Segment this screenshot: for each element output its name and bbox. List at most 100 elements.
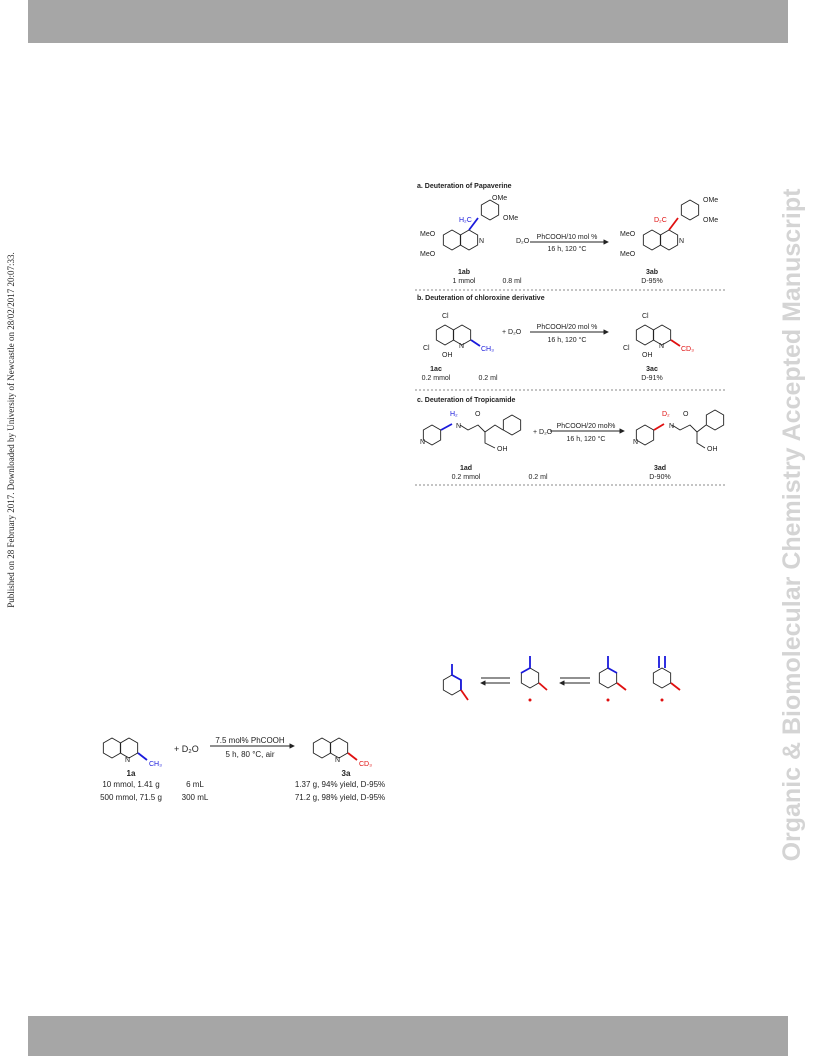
atom: N — [125, 757, 130, 764]
ring — [102, 737, 122, 759]
reagent: 7.5 mol% PhCOOH — [215, 736, 285, 745]
atom: D₂ — [662, 411, 670, 418]
bond — [520, 656, 531, 674]
ring — [422, 424, 442, 446]
bond — [470, 339, 481, 347]
atom: H₂ — [450, 411, 458, 418]
result: D-95% — [641, 278, 662, 285]
atom: N — [456, 423, 461, 430]
ring — [312, 737, 332, 759]
compound-label: 1a — [127, 769, 136, 778]
panel-a: a. Deuteration of Papaverine H₂C OMe OMe… — [415, 183, 727, 291]
result: D-91% — [641, 375, 662, 382]
scaleup-scheme: N CH₃ + D₂O 7.5 mol% PhCOOH 5 h, 80 °C, … — [100, 736, 385, 802]
ring — [452, 324, 472, 346]
atom: MeO — [620, 251, 636, 258]
dot — [528, 698, 532, 702]
ring — [705, 409, 725, 431]
bond — [451, 664, 462, 690]
panel-title: c. Deuteration of Tropicamide — [417, 397, 516, 404]
bond — [670, 682, 681, 691]
ring — [659, 229, 679, 251]
compound-label: 3ad — [654, 465, 666, 472]
publication-note: Published on 28 February 2017. Downloade… — [6, 252, 16, 607]
bond — [440, 423, 453, 431]
dot — [606, 698, 610, 702]
reagent: + D₂O — [174, 744, 199, 754]
ring — [652, 324, 672, 346]
atom: O — [475, 411, 481, 418]
conditions: 16 h, 120 °C — [548, 245, 587, 253]
atom: Cl — [642, 313, 649, 320]
atom: CH₃ — [481, 346, 494, 353]
ring — [635, 424, 655, 446]
bond — [459, 424, 504, 449]
ring — [680, 199, 700, 221]
atom: OMe — [503, 215, 518, 222]
atom: MeO — [420, 251, 436, 258]
ring — [635, 324, 655, 346]
bond — [607, 656, 618, 674]
bond — [670, 339, 681, 347]
arrow — [560, 677, 590, 683]
ring — [119, 737, 139, 759]
bond — [468, 217, 479, 231]
bond — [538, 682, 548, 691]
equilibrium-scheme — [442, 656, 681, 702]
amount: 0.2 mmol — [452, 474, 481, 481]
atom: OH — [497, 446, 508, 453]
amount: 0.8 ml — [502, 278, 522, 285]
atom: H₂C — [459, 217, 472, 224]
panel-b: b. Deuteration of chloroxine derivative … — [415, 295, 727, 391]
bond — [671, 424, 707, 449]
amount: 0.2 ml — [478, 375, 498, 382]
ring — [652, 667, 672, 689]
atom: N — [633, 439, 638, 446]
panel-title: a. Deuteration of Papaverine — [417, 183, 512, 190]
ring — [502, 414, 522, 436]
amount: 0.2 mmol — [422, 375, 451, 382]
header-bar — [28, 0, 788, 43]
conditions: 5 h, 80 °C, air — [226, 750, 275, 759]
panel-c: c. Deuteration of Tropicamide H₂ O N OH … — [415, 397, 727, 486]
amount: 500 mmol, 71.5 g — [100, 793, 162, 802]
atom: D₂C — [654, 217, 667, 224]
reagent: PhCOOH/20 mol % — [537, 324, 598, 331]
conditions: 16 h, 120 °C — [567, 435, 606, 443]
footer-bar — [28, 1016, 788, 1056]
panel-title: b. Deuteration of chloroxine derivative — [417, 295, 545, 302]
atom: MeO — [620, 231, 636, 238]
compound-label: 3a — [342, 769, 351, 778]
ring — [459, 229, 479, 251]
atom: OMe — [703, 197, 718, 204]
compound-label: 3ab — [646, 269, 658, 276]
atom: OMe — [492, 195, 507, 202]
reagent: PhCOOH/10 mol % — [537, 234, 598, 241]
atom: OH — [442, 352, 453, 359]
atom: N — [420, 439, 425, 446]
bond — [616, 682, 627, 691]
amount: 6 mL — [186, 780, 204, 789]
atom: CH₃ — [149, 761, 162, 768]
atom: OH — [707, 446, 718, 453]
bond — [668, 217, 679, 231]
ring — [442, 229, 462, 251]
result: D-90% — [649, 474, 670, 481]
reagent: + D₂O — [533, 429, 553, 436]
result: 1.37 g, 94% yield, D-95% — [295, 780, 385, 789]
atom: OMe — [703, 217, 718, 224]
ring — [329, 737, 349, 759]
atom: O — [683, 411, 689, 418]
conditions: 16 h, 120 °C — [548, 336, 587, 344]
dot — [660, 698, 664, 702]
reagent: + D₂O — [502, 329, 522, 336]
atom: Cl — [623, 345, 630, 352]
bond — [347, 752, 358, 761]
reagent: PhCOOH/20 mol% — [557, 423, 616, 430]
amount: 0.2 ml — [528, 474, 548, 481]
ring — [480, 199, 500, 221]
atom: N — [335, 757, 340, 764]
bond — [653, 423, 665, 431]
amount: 300 mL — [182, 793, 209, 802]
